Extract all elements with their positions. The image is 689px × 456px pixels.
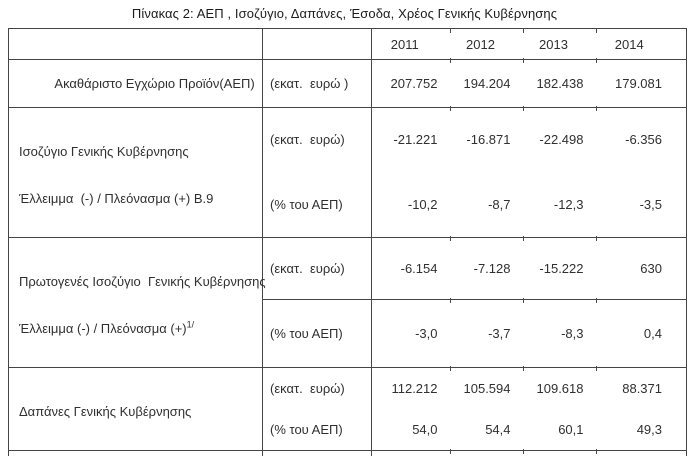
value-cell: -16.871 xyxy=(449,106,524,172)
footnote-ref: 1/ xyxy=(186,319,195,330)
year-header-2013: 2013 xyxy=(522,27,597,60)
unit-cell: (% του ΑΕΠ) xyxy=(261,298,372,368)
value-cell: -22.498 xyxy=(522,106,597,172)
value-cell: -10,2 xyxy=(407,196,438,212)
value-cell: 60,1 xyxy=(558,421,584,437)
table-row-primary-pct: (% του ΑΕΠ) -3,0 -3,7 -8,3 0,4 xyxy=(9,298,687,368)
row-label-text: Ισοζύγιο Γενικής Κυβέρνησης xyxy=(19,144,189,159)
value-cell: 54,4 xyxy=(485,421,511,437)
row-label-text: Έλλειμμα (-) / Πλεόνασμα (+)1/ xyxy=(19,319,195,336)
value-cell: 87.120 xyxy=(522,449,597,456)
row-label-text: Ακαθάριστο Εγχώριο Προϊόν(ΑΕΠ) xyxy=(54,76,255,91)
value-cell: 105.594 xyxy=(449,366,524,409)
value-cell: -6.154 xyxy=(370,236,451,300)
table-row-balance-pct: (% του ΑΕΠ) -10,2 -8,7 -12,3 -3,5 xyxy=(9,171,687,238)
value-cell: 90.991 xyxy=(370,449,451,456)
unit-cell: (εκατ. ευρώ ) xyxy=(262,59,372,108)
table-row-primary-eur: Πρωτογενές Ισοζύγιο Γενικής Κυβέρνησης Έ… xyxy=(8,236,687,368)
table-row-revenue-eur: Έσοδα Γενικής Κυβέρνησης (εκατ. ευρώ) 90… xyxy=(8,449,687,456)
table-row-balance-eur: Ισοζύγιο Γενικής Κυβέρνησης Έλλειμμα (-)… xyxy=(8,106,687,238)
unit-cell: (εκατ. ευρώ) xyxy=(262,450,372,456)
corner-cell xyxy=(8,28,263,60)
value-cell: 54,0 xyxy=(412,421,438,437)
value-cell: 88.723 xyxy=(449,449,524,456)
year-header-2012: 2012 xyxy=(449,27,524,60)
value-cell: -15.222 xyxy=(522,236,597,300)
row-label-text: Πρωτογενές Ισοζύγιο Γενικής Κυβέρνησης xyxy=(19,274,266,289)
value-cell: -3,5 xyxy=(639,196,662,212)
row-label: Ισοζύγιο Γενικής Κυβέρνησης Έλλειμμα (-)… xyxy=(8,107,263,238)
value-cell: -3,7 xyxy=(449,298,524,368)
unit-cell: (εκατ. ευρώ) xyxy=(262,106,372,172)
table-row-gdp: Ακαθάριστο Εγχώριο Προϊόν(ΑΕΠ) (εκατ. ευ… xyxy=(8,58,687,108)
value-cell: 49,3 xyxy=(636,421,662,437)
value-cell: 630 xyxy=(595,236,687,300)
value-cell: -7.128 xyxy=(449,236,524,300)
table-title: Πίνακας 2: ΑΕΠ , Ισοζύγιο, Δαπάνες, Έσοδ… xyxy=(131,6,558,21)
unit-cell: (% του ΑΕΠ) xyxy=(262,408,372,451)
row-label: Δαπάνες Γενικής Κυβέρνησης xyxy=(8,367,263,451)
table-row-expenditure-eur: Δαπάνες Γενικής Κυβέρνησης (εκατ. ευρώ) … xyxy=(8,366,687,451)
value-cell: 182.438 xyxy=(522,58,597,108)
row-label: Ακαθάριστο Εγχώριο Προϊόν(ΑΕΠ) xyxy=(8,59,263,108)
year-header-2014: 2014 xyxy=(595,27,687,60)
value-cell: 194.204 xyxy=(449,58,524,108)
value-cell: 207.752 xyxy=(370,58,451,108)
unit-cell: (εκατ. ευρώ) xyxy=(262,237,372,300)
value-cell: -3,0 xyxy=(370,298,451,368)
value-cell: -21.221 xyxy=(370,106,451,172)
table-row-expenditure-pct: (% του ΑΕΠ) 54,0 54,4 60,1 49,3 xyxy=(9,408,687,451)
row-label: Έσοδα Γενικής Κυβέρνησης xyxy=(8,450,263,456)
value-cell: -12,3 xyxy=(553,196,584,212)
value-cell: -6.356 xyxy=(595,106,687,172)
value-cell: -8,3 xyxy=(522,298,597,368)
data-table: 2011 2012 2013 2014 Ακαθάριστο Εγχώριο Π… xyxy=(8,27,687,456)
year-header-row: 2011 2012 2013 2014 xyxy=(8,27,687,60)
row-label: Πρωτογενές Ισοζύγιο Γενικής Κυβέρνησης Έ… xyxy=(8,237,266,368)
value-cell: 109.618 xyxy=(522,366,597,409)
year-header-2011: 2011 xyxy=(370,27,451,60)
value-cell: 0,4 xyxy=(595,298,687,368)
value-cell: 112.212 xyxy=(370,366,451,409)
value-cell: 88.371 xyxy=(595,366,687,409)
row-label-text: Έλλειμμα (-) / Πλεόνασμα (+) Β.9 xyxy=(19,191,214,206)
value-cell: 179.081 xyxy=(595,58,687,108)
value-cell: 82.015 xyxy=(595,449,687,456)
row-label-text: Δαπάνες Γενικής Κυβέρνησης xyxy=(19,404,192,419)
unit-header-cell xyxy=(262,28,372,60)
unit-cell: (% του ΑΕΠ) xyxy=(262,171,372,238)
unit-cell: (εκατ. ευρώ) xyxy=(262,367,372,409)
value-cell: -8,7 xyxy=(488,196,511,212)
